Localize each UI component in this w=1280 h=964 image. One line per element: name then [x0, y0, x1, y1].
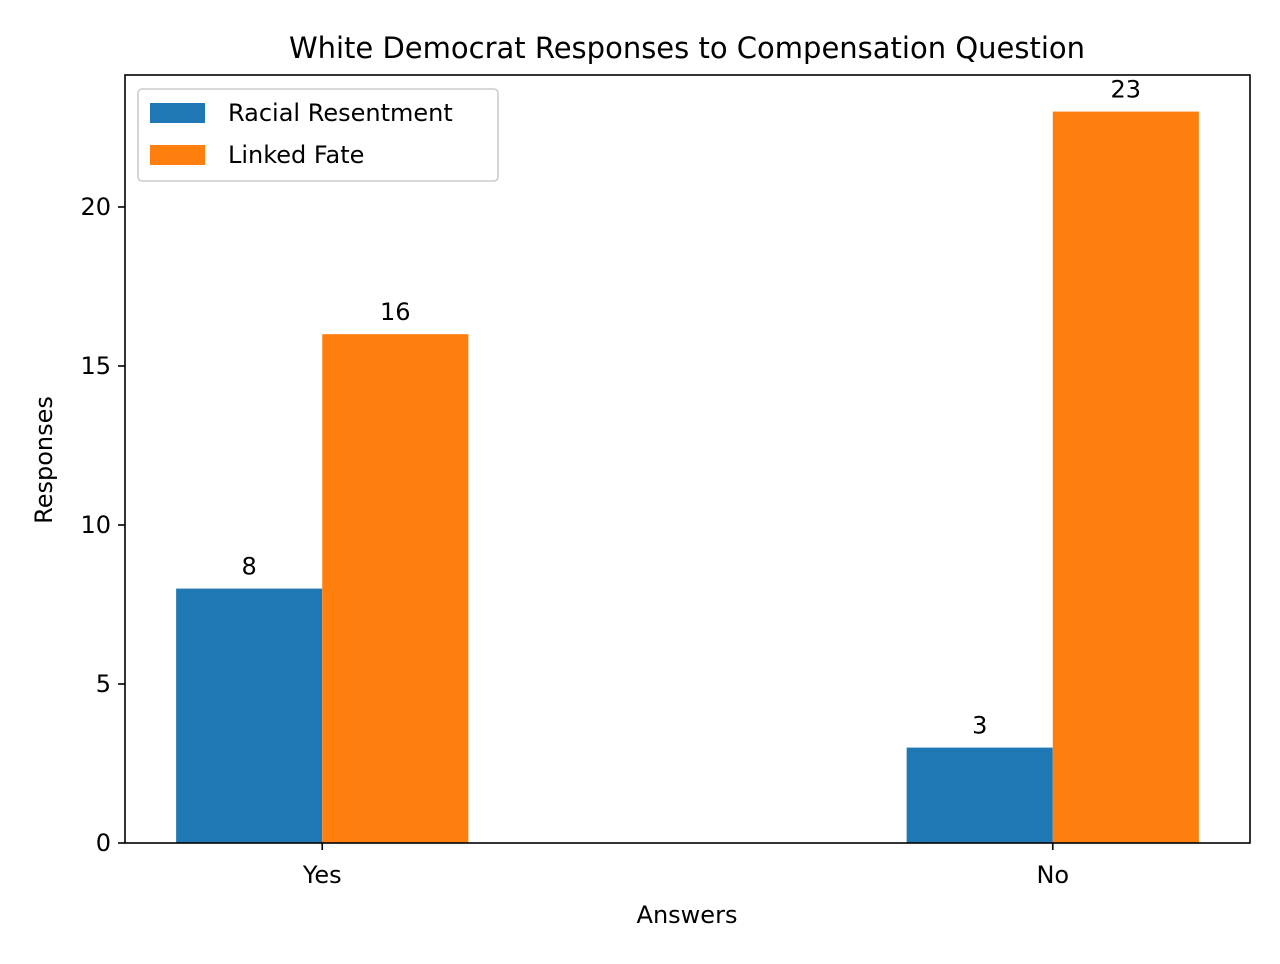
bar-linked-fate-yes [322, 334, 469, 843]
data-label: 3 [972, 712, 987, 740]
axes-frame [124, 74, 1251, 844]
legend-label: Racial Resentment [228, 99, 453, 127]
data-label: 8 [242, 553, 257, 581]
x-axis-label: Answers [637, 901, 738, 929]
data-label: 23 [1111, 76, 1142, 104]
y-axis-label: Responses [30, 396, 58, 524]
plot-area: 8 3 16 23 0 5 10 15 20 Yes No [80, 74, 1251, 889]
chart-title: White Democrat Responses to Compensation… [289, 31, 1085, 65]
bar-racial-resentment-yes [176, 588, 323, 843]
legend-box [137, 88, 499, 182]
y-tick-label: 15 [80, 352, 111, 380]
legend-swatch-racial-resentment [150, 103, 205, 123]
data-label: 16 [380, 298, 411, 326]
y-tick-label: 5 [96, 670, 111, 698]
y-tick-label: 20 [80, 193, 111, 221]
bar-linked-fate-no [1052, 111, 1199, 844]
y-tick-label: 0 [96, 829, 111, 857]
x-tick-label: No [1036, 861, 1069, 889]
legend-swatch-linked-fate [150, 145, 205, 165]
legend: Racial Resentment Linked Fate [137, 88, 499, 182]
legend-label: Linked Fate [228, 141, 364, 169]
x-tick-label: Yes [302, 861, 342, 889]
y-tick-label: 10 [80, 511, 111, 539]
bar-racial-resentment-no [906, 747, 1053, 843]
